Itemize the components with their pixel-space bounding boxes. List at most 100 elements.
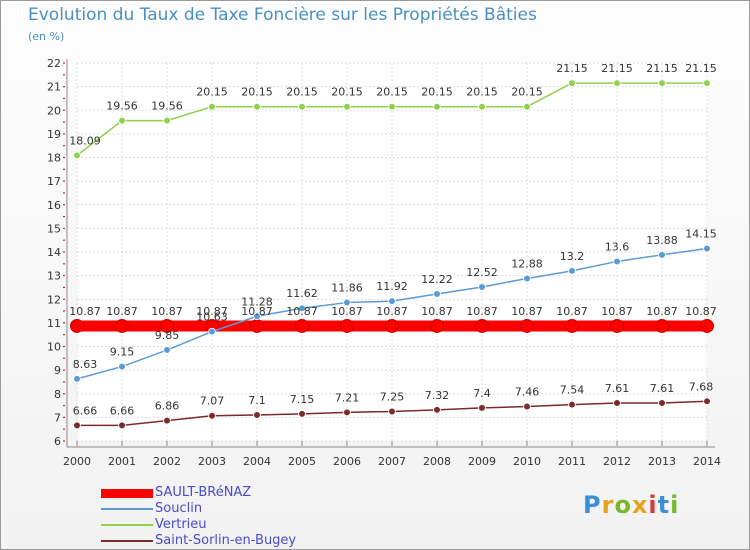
series-0 xyxy=(70,318,714,333)
data-label: 7.68 xyxy=(689,380,714,393)
series-2 xyxy=(73,79,711,160)
series-point xyxy=(523,102,531,111)
legend-swatch xyxy=(101,540,153,542)
series-point xyxy=(610,318,624,333)
series-point xyxy=(478,404,486,412)
logo-letter: t xyxy=(657,491,671,519)
legend-swatch xyxy=(101,524,153,526)
series-point xyxy=(253,102,261,111)
series-point xyxy=(658,251,666,259)
x-tick-label: 2002 xyxy=(153,455,181,468)
grid xyxy=(76,62,708,442)
y-tick-label: 22 xyxy=(47,57,61,70)
series-point xyxy=(385,318,399,333)
y-tick-label: 10 xyxy=(47,341,61,354)
series-point xyxy=(295,318,309,333)
data-label: 10.87 xyxy=(331,305,363,318)
series-point xyxy=(568,79,576,87)
data-label: 12.88 xyxy=(511,257,543,270)
series-labels-3: 6.66 6.66 6.86 7.07 7.1 7.15 7.21 7.25 7.32 7.4 7.… xyxy=(73,380,714,417)
data-label: 6.66 xyxy=(110,404,135,417)
series-point xyxy=(340,318,354,333)
series-point xyxy=(250,318,264,333)
series-point xyxy=(568,267,576,275)
series-labels-1: 8.63 9.15 9.85 10.63 11.28 11.62 11.86 11.92 12.… xyxy=(73,227,717,370)
data-label: 20.15 xyxy=(511,86,543,99)
series-point xyxy=(115,318,129,333)
data-label: 10.87 xyxy=(685,305,717,318)
series-point xyxy=(523,274,531,283)
data-label: 10.87 xyxy=(601,305,633,318)
data-label: 13.6 xyxy=(605,240,630,253)
y-tick-label: 11 xyxy=(47,317,61,330)
data-label: 13.88 xyxy=(646,234,678,247)
x-tick-label: 2010 xyxy=(513,455,541,468)
data-label: 21.15 xyxy=(646,62,678,75)
x-tick-label: 2008 xyxy=(423,455,451,468)
data-label: 11.62 xyxy=(286,287,318,300)
logo-letter: P xyxy=(583,491,602,519)
series-1 xyxy=(73,244,711,383)
x-tick-label: 2004 xyxy=(243,455,271,468)
x-tick-label: 2006 xyxy=(333,455,361,468)
series-point xyxy=(520,318,534,333)
series-point xyxy=(163,116,171,125)
series-labels-2: 18.09 19.56 19.56 20.15 20.15 20.15 20.15 20.15… xyxy=(69,62,717,147)
data-label: 7.32 xyxy=(425,389,450,402)
series-point xyxy=(658,399,666,407)
x-tick-label: 2012 xyxy=(603,455,631,468)
series-point xyxy=(73,375,81,383)
data-label: 10.87 xyxy=(196,305,228,318)
series-point xyxy=(298,304,306,313)
legend-swatch xyxy=(101,508,153,510)
data-label: 10.87 xyxy=(646,305,678,318)
data-label: 20.15 xyxy=(421,86,453,99)
series-point xyxy=(343,298,351,307)
data-label: 19.56 xyxy=(151,100,183,113)
chart-subtitle: (en %) xyxy=(28,30,65,43)
x-tick-label: 2014 xyxy=(693,455,721,468)
data-label: 7.61 xyxy=(650,382,675,395)
series-point xyxy=(73,421,81,430)
series-point xyxy=(658,79,666,87)
series-point xyxy=(655,318,669,333)
data-label: 20.15 xyxy=(196,86,228,99)
series-point xyxy=(478,102,486,111)
data-label: 7.15 xyxy=(290,393,315,406)
data-label: 11.92 xyxy=(376,280,408,293)
series-point xyxy=(613,399,621,407)
data-label: 11.28 xyxy=(241,295,273,308)
x-tick-label: 2001 xyxy=(108,455,136,468)
series-point xyxy=(163,416,171,425)
data-label: 18.09 xyxy=(69,134,101,147)
data-label: 7.25 xyxy=(380,390,405,403)
series-point xyxy=(253,411,261,419)
data-label: 12.22 xyxy=(421,273,453,286)
legend-swatch xyxy=(101,489,153,498)
series-point xyxy=(703,397,711,406)
data-label: 10.87 xyxy=(511,305,543,318)
series-point xyxy=(703,244,711,253)
data-label: 7.4 xyxy=(473,387,491,400)
series-point xyxy=(568,400,576,409)
x-tick-label: 2009 xyxy=(468,455,496,468)
x-tick-label: 2003 xyxy=(198,455,226,468)
series-point xyxy=(433,406,441,414)
series-point xyxy=(388,297,396,305)
data-label: 8.63 xyxy=(73,358,98,371)
legend-label: SAULT-BRéNAZ xyxy=(155,485,252,500)
y-tick-label: 14 xyxy=(47,246,61,259)
logo-letter: i xyxy=(648,491,658,519)
series-point xyxy=(478,283,486,291)
data-label: 21.15 xyxy=(685,62,717,75)
data-label: 7.1 xyxy=(248,394,266,407)
series-point xyxy=(163,346,171,354)
data-label: 7.46 xyxy=(515,386,540,399)
data-label: 10.87 xyxy=(556,305,588,318)
data-label: 6.86 xyxy=(155,400,180,413)
series-point xyxy=(253,312,261,321)
data-label: 13.2 xyxy=(560,250,585,263)
logo-letter: o xyxy=(614,491,632,519)
